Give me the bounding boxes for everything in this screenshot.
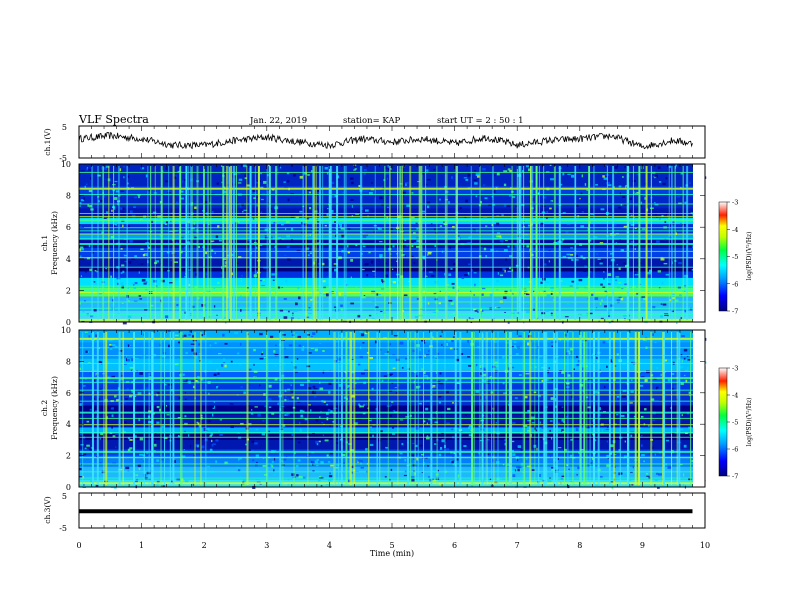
- freq-tick-4: 4: [66, 255, 71, 264]
- ch1-colorbar: -3 -4 -5 -6 -7 log(PSD)(V²/Hz): [718, 199, 753, 316]
- ch1-ytick-bottom: -5: [59, 154, 67, 163]
- start-ut-label: start UT = 2 : 50 : 1: [437, 116, 524, 126]
- ch2-spectrogram-panel: 0 2 4 6 8 10 ch.2 Frequency (kHz): [40, 326, 707, 492]
- colorbar-tick--5: -5: [732, 253, 738, 261]
- ch1-waveform-line: [79, 131, 693, 150]
- colorbar-tick--4: -4: [732, 392, 738, 400]
- time-axis-tick-5: 5: [389, 541, 394, 550]
- time-axis-tick-10: 10: [700, 541, 710, 550]
- time-axis-tick-9: 9: [640, 541, 645, 550]
- time-axis-tick-labels: 0 1 2 3 4 5 6 7 8 9 10: [76, 541, 710, 550]
- ch3-waveform-ylabel: ch.3(V): [43, 496, 52, 524]
- figure-title: VLF Spectra: [78, 113, 149, 126]
- freq-tick-10: 10: [61, 326, 71, 335]
- ch2-colorbar-scale: [718, 367, 728, 477]
- freq-tick-10: 10: [61, 160, 71, 169]
- freq-tick-6: 6: [66, 223, 71, 232]
- time-axis-tick-7: 7: [515, 541, 520, 550]
- time-axis-tick-2: 2: [202, 541, 207, 550]
- colorbar-tick--6: -6: [732, 280, 738, 288]
- ch1-colorbar-label: log(PSD)(V²/Hz): [746, 232, 753, 281]
- time-axis-tick-3: 3: [264, 541, 269, 550]
- station-label: station= KAP: [343, 116, 401, 126]
- time-axis-label: Time (min): [370, 549, 414, 558]
- time-axis-tick-0: 0: [76, 541, 81, 550]
- ch1-colorbar-scale: [718, 201, 728, 312]
- freq-tick-2: 2: [66, 452, 71, 461]
- ch1-spectrogram-ylabel: Frequency (kHz): [50, 211, 59, 275]
- colorbar-tick--6: -6: [732, 446, 738, 454]
- time-axis-tick-6: 6: [452, 541, 457, 550]
- colorbar-tick--4: -4: [732, 226, 738, 234]
- freq-tick-0: 0: [66, 483, 71, 492]
- ch2-spectrogram-image: [79, 330, 707, 489]
- time-axis-tick-8: 8: [577, 541, 582, 550]
- freq-tick-8: 8: [66, 192, 71, 201]
- ch3-ytick-bottom: -5: [59, 524, 67, 533]
- freq-tick-6: 6: [66, 389, 71, 398]
- ch2-spectrogram-ylabel: Frequency (kHz): [50, 376, 59, 440]
- ch1-spectrogram-panel: 0 2 4 6 8 10 ch.1 Frequency (kHz): [40, 160, 707, 327]
- colorbar-tick--3: -3: [732, 199, 738, 207]
- freq-tick-4: 4: [66, 420, 71, 429]
- ch2-spectrogram-channel-label: ch.2: [40, 400, 49, 416]
- colorbar-tick--7: -7: [732, 473, 738, 481]
- freq-tick-8: 8: [66, 357, 71, 366]
- time-axis-tick-4: 4: [327, 541, 332, 550]
- freq-tick-2: 2: [66, 286, 71, 295]
- colorbar-tick--7: -7: [732, 308, 738, 316]
- ch2-colorbar-label: log(PSD)(V²/Hz): [746, 398, 753, 447]
- ch1-waveform-ylabel: ch.1(V): [43, 128, 52, 156]
- colorbar-tick--5: -5: [732, 419, 738, 427]
- freq-tick-0: 0: [66, 318, 71, 327]
- ch3-ytick-top: 5: [62, 492, 67, 501]
- time-axis-tick-1: 1: [139, 541, 144, 550]
- colorbar-tick--3: -3: [732, 365, 738, 373]
- ch1-spectrogram-channel-label: ch.1: [40, 235, 49, 251]
- date-label: Jan. 22, 2019: [249, 116, 307, 126]
- ch1-ytick-top: 5: [62, 123, 67, 132]
- ch3-waveform-panel: 5 -5 ch.3(V): [43, 492, 706, 533]
- ch2-colorbar: -3 -4 -5 -6 -7 log(PSD)(V²/Hz): [718, 365, 753, 481]
- ch1-waveform-panel: 5 -5 ch.1(V): [43, 123, 706, 163]
- ch1-spectrogram-image: [79, 164, 707, 325]
